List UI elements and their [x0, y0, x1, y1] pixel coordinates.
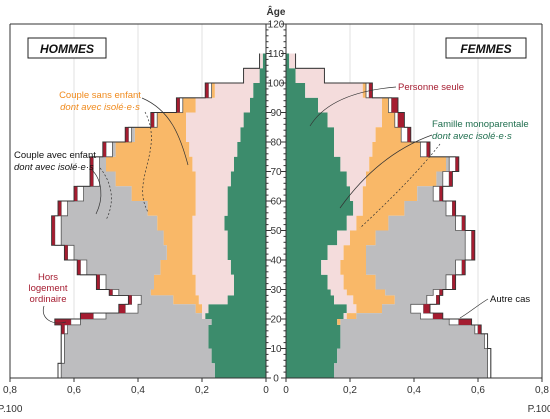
- age-tick-label: 40: [270, 256, 282, 267]
- x-tick-label-right: 0,6: [471, 385, 485, 396]
- annotation-famille-mono: Famille monoparentale dont avec isolé·e·…: [339, 119, 529, 229]
- age-tick-label: 90: [270, 108, 282, 119]
- leader-famille-mono: [339, 134, 433, 209]
- annotation-personne-seule: Personne seule: [309, 82, 464, 127]
- area-personne-seule-hommes: [186, 53, 263, 378]
- annotation-couple-avec-enfant: Couple avec enfant dont avec isolé·e·s: [14, 150, 112, 221]
- annot-autre-cas: Autre cas: [490, 294, 530, 305]
- panel-hommes: [51, 53, 266, 379]
- area-couple-sans-enfant-hommes: [106, 53, 260, 378]
- age-tick-label: 30: [270, 285, 282, 296]
- title-box-hommes: [27, 37, 107, 59]
- x-tick-label-left: 0,8: [3, 385, 17, 396]
- age-tick-label: 120: [268, 20, 285, 31]
- age-tick-label: 60: [270, 197, 282, 208]
- x-tick-label-right: 0: [283, 385, 289, 396]
- leader-autre-cas: [459, 298, 489, 319]
- annot-hors-logement-line1: Hors: [38, 272, 58, 283]
- age-tick-label: 70: [270, 167, 282, 178]
- panel-femmes: [286, 53, 492, 379]
- annot-personne-seule: Personne seule: [398, 82, 464, 93]
- age-tick-label: 100: [268, 79, 285, 90]
- area-famille-monoparentale-hommes: [205, 53, 266, 378]
- annot-couple-sans-enfant-line2: dont avec isolé·e·s: [60, 102, 140, 113]
- leader-couple-sans-enfant-isoles: [142, 111, 152, 213]
- x-tick-label-right: 0,4: [407, 385, 421, 396]
- leader-couple-avec-enfant-isoles: [99, 167, 112, 221]
- panel-title-femmes: FEMMES: [460, 42, 511, 56]
- annot-hors-logement-line2: logement: [28, 283, 67, 294]
- annotation-autre-cas: Autre cas: [459, 294, 530, 319]
- annot-couple-avec-enfant-line2: dont avec isolé·e·s: [14, 162, 94, 173]
- x-tick-label-left: 0,6: [67, 385, 81, 396]
- area-couple-sans-enfant-femmes: [295, 53, 446, 378]
- area-personne-seule-femmes: [289, 53, 382, 378]
- annot-couple-sans-enfant-line1: Couple sans enfant: [59, 90, 141, 101]
- annotation-couple-sans-enfant: Couple sans enfant dont avec isolé·e·s: [59, 90, 189, 213]
- leader-hors-logement: [42, 305, 67, 324]
- age-tick-label: 20: [270, 315, 282, 326]
- panel-title-hommes: HOMMES: [40, 42, 94, 56]
- x-tick-label-right: 0,8: [535, 385, 549, 396]
- leader-personne-seule: [309, 86, 397, 127]
- annot-hors-logement-line3: ordinaire: [30, 294, 67, 305]
- x-unit-left: P.100: [0, 404, 23, 415]
- axis-ticks: 0,8 0,80,6 0,60,4 0,40,2 0,20 001020304050607…: [3, 20, 549, 397]
- x-unit-right: P.100: [528, 404, 550, 415]
- area-couple-avec-enfant-femmes: [295, 53, 488, 378]
- area-famille-monoparentale-femmes: [286, 53, 354, 378]
- annot-couple-avec-enfant-line1: Couple avec enfant: [14, 150, 96, 161]
- leader-couple-sans-enfant: [141, 97, 189, 166]
- age-axis-label: Âge: [267, 5, 286, 18]
- x-tick-label-left: 0,4: [131, 385, 145, 396]
- x-tick-label-left: 0: [263, 385, 269, 396]
- age-tick-label: 110: [268, 49, 284, 60]
- age-tick-label: 10: [270, 344, 282, 355]
- outline-total-hommes: [51, 53, 261, 378]
- outline-total-femmes: [295, 53, 492, 378]
- age-tick-label: 80: [270, 138, 282, 149]
- title-box-femmes: [445, 37, 527, 59]
- leader-couple-avec-enfant: [91, 169, 102, 215]
- age-tick-label: 0: [273, 374, 279, 385]
- x-tick-label-right: 0,2: [343, 385, 357, 396]
- annotation-hors-logement: Hors logement ordinaire: [28, 272, 68, 324]
- area-couple-avec-enfant-hommes: [61, 53, 260, 378]
- annot-famille-mono-line2: dont avec isolé·e·s: [432, 131, 512, 142]
- x-tick-label-left: 0,2: [195, 385, 209, 396]
- annot-famille-mono-line1: Famille monoparentale: [432, 119, 529, 130]
- age-tick-label: 50: [270, 226, 282, 237]
